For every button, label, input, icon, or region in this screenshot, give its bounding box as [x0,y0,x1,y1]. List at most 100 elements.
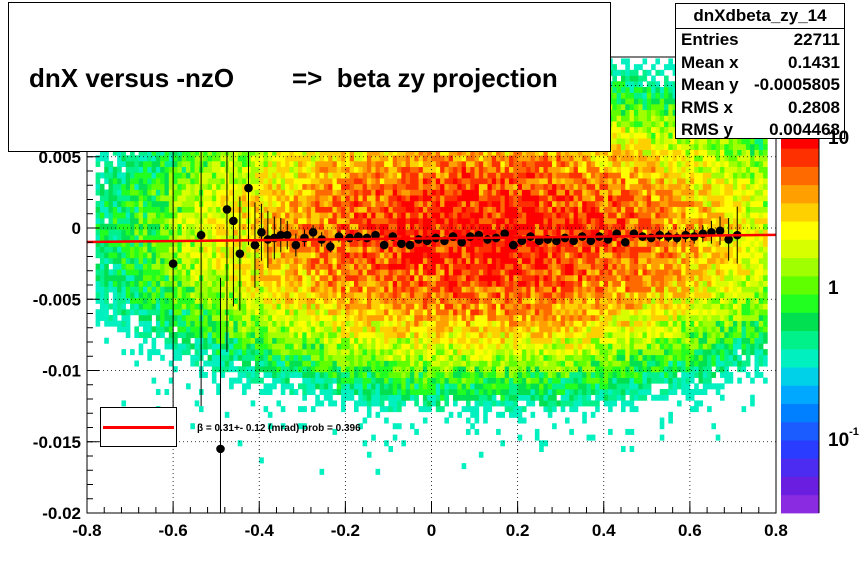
heatmap-cell [422,269,428,276]
heatmap-cell [177,246,183,253]
heatmap-cell [392,377,398,384]
heatmap-cell [375,303,381,310]
heatmap-cell [164,269,170,276]
heatmap-cell [332,297,338,304]
heatmap-cell [474,155,480,162]
heatmap-cell [478,343,484,350]
heatmap-cell [216,229,221,236]
heatmap-cell [448,377,454,384]
heatmap-cell [216,172,221,179]
heatmap-cell [427,149,432,156]
heatmap-cell [427,212,432,219]
heatmap-cell [388,303,394,310]
heatmap-cell [319,200,325,207]
heatmap-cell [358,229,363,236]
heatmap-cell [272,183,277,190]
heatmap-cell [453,246,458,253]
heatmap-cell [121,309,127,316]
heatmap-cell [104,229,109,236]
heatmap-cell [401,349,406,356]
heatmap-cell [267,360,273,367]
heatmap-cell [117,149,122,156]
heatmap-cell [349,166,355,173]
heatmap-cell [112,183,118,190]
heatmap-cell [422,360,428,367]
heatmap-cell [431,292,437,299]
heatmap-cell [263,172,269,179]
heatmap-cell [401,229,406,236]
heatmap-cell [108,303,114,310]
heatmap-cell [375,206,381,213]
heatmap-cell [272,332,277,339]
heatmap-cell [427,178,432,185]
heatmap-cell [242,252,247,259]
heatmap-cell [496,360,501,367]
heatmap-cell [216,354,221,361]
heatmap-cell [254,212,260,219]
heatmap-cell [289,166,294,173]
heatmap-cell [134,332,139,339]
heatmap-cell [237,320,243,327]
heatmap-cell [229,178,234,185]
heatmap-cell [130,195,135,202]
heatmap-cell [341,406,346,413]
heatmap-cell [440,377,445,384]
heatmap-cell [216,189,221,196]
heatmap-cell [229,320,234,327]
heatmap-cell [207,309,213,316]
heatmap-cell [298,423,303,430]
heatmap-cell [147,149,152,156]
heatmap-cell [384,297,389,304]
heatmap-cell [401,383,406,390]
heatmap-cell [332,389,338,396]
heatmap-cell [349,212,355,219]
heatmap-cell [177,229,183,236]
heatmap-cell [474,166,480,173]
heatmap-cell [336,200,342,207]
heatmap-cell [375,360,381,367]
heatmap-cell [203,360,208,367]
heatmap-cell [353,360,359,367]
heatmap-cell [414,223,419,230]
heatmap-cell [405,178,411,185]
heatmap-cell [422,332,428,339]
heatmap-cell [173,343,178,350]
heatmap-cell [155,332,161,339]
heatmap-cell [336,343,342,350]
heatmap-cell [155,178,161,185]
heatmap-cell [328,389,333,396]
heatmap-cell [160,172,165,179]
heatmap-cell [332,337,338,344]
heatmap-cell [500,280,506,287]
heatmap-cell [384,303,389,310]
heatmap-cell [461,172,467,179]
heatmap-cell [108,275,114,282]
heatmap-cell [233,178,239,185]
heatmap-cell [414,309,419,316]
heatmap-cell [272,280,277,287]
heatmap-cell [491,349,497,356]
heatmap-cell [177,303,183,310]
heatmap-cell [181,235,187,242]
heatmap-cell [500,309,506,316]
heatmap-cell [315,200,320,207]
heatmap-cell [155,235,161,242]
heatmap-cell [259,457,264,464]
heatmap-cell [211,354,217,361]
heatmap-cell [375,389,381,396]
heatmap-cell [336,189,342,196]
heatmap-cell [349,189,355,196]
heatmap-cell [461,286,467,293]
heatmap-cell [229,280,234,287]
heatmap-cell [216,389,221,396]
heatmap-cell [207,212,213,219]
heatmap-cell [130,252,135,259]
heatmap-cell [388,206,394,213]
heatmap-cell [168,155,174,162]
heatmap-cell [483,155,488,162]
heatmap-cell [298,189,303,196]
heatmap-cell [362,377,368,384]
heatmap-cell [461,314,467,321]
heatmap-cell [470,149,475,156]
heatmap-cell [328,286,333,293]
